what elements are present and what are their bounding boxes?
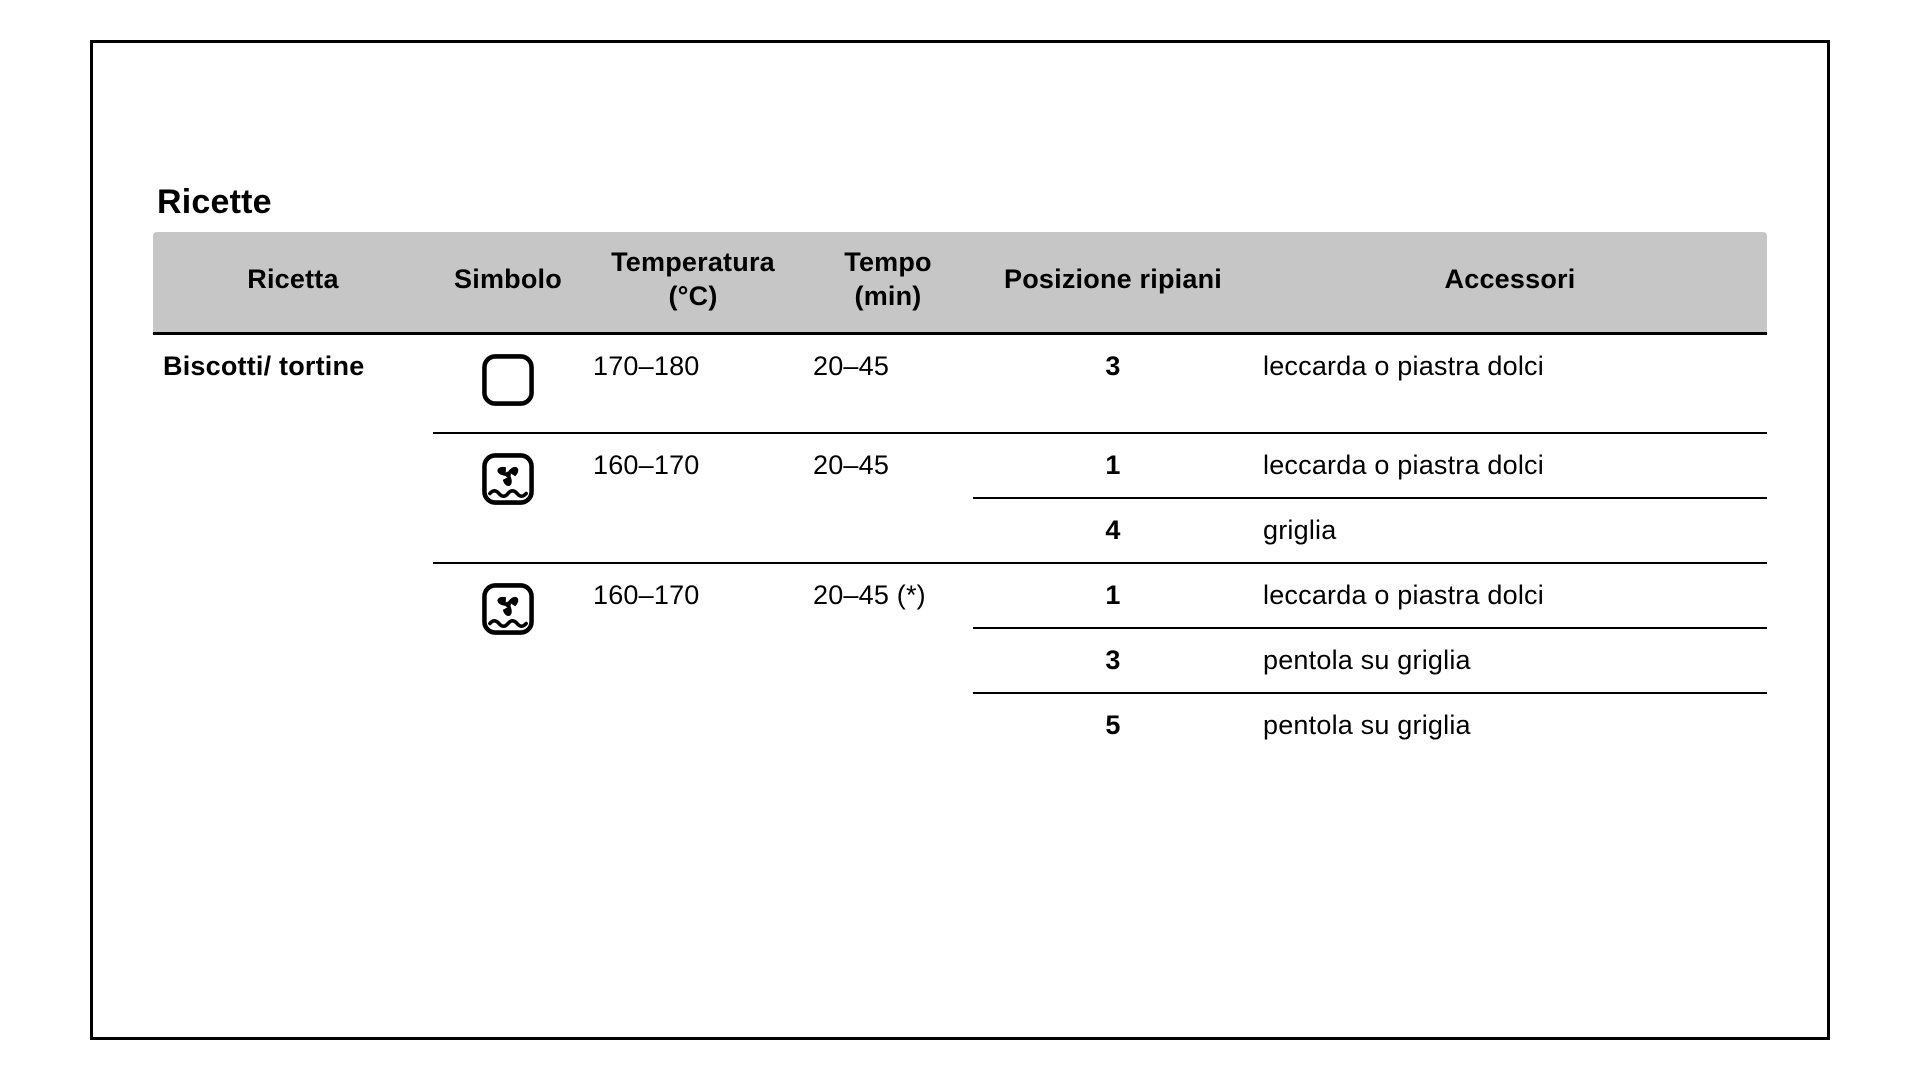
cell-temperature: 160–170 — [583, 433, 803, 563]
cell-temperature: 170–180 — [583, 333, 803, 433]
cell-position: 1 — [973, 433, 1253, 498]
cell-accessory: leccarda o piastra dolci — [1253, 433, 1767, 498]
cell-position: 5 — [973, 693, 1253, 757]
recipe-table: Ricetta Simbolo Temperatura (°C) Tempo (… — [153, 232, 1767, 757]
cell-time: 20–45 — [803, 333, 973, 433]
cell-position: 3 — [973, 333, 1253, 433]
cell-recipe-name: Biscotti/ tortine — [153, 333, 433, 757]
cell-time: 20–45 — [803, 433, 973, 563]
cell-position: 1 — [973, 563, 1253, 628]
fan-bottom-heat-icon — [479, 580, 537, 638]
table-header: Ricetta Simbolo Temperatura (°C) Tempo (… — [153, 232, 1767, 333]
col-posizione: Posizione ripiani — [973, 232, 1253, 333]
cell-time: 20–45 (*) — [803, 563, 973, 757]
cell-accessory: pentola su griglia — [1253, 628, 1767, 693]
cell-symbol — [433, 433, 583, 563]
cell-accessory: pentola su griglia — [1253, 693, 1767, 757]
cell-position: 4 — [973, 498, 1253, 563]
cell-symbol — [433, 563, 583, 757]
cell-temperature: 160–170 — [583, 563, 803, 757]
cell-accessory: griglia — [1253, 498, 1767, 563]
fan-bottom-heat-icon — [479, 450, 537, 508]
section-title: Ricette — [153, 183, 1767, 222]
col-temperatura: Temperatura (°C) — [583, 232, 803, 333]
cell-accessory: leccarda o piastra dolci — [1253, 333, 1767, 433]
col-tempo: Tempo (min) — [803, 232, 973, 333]
cell-position: 3 — [973, 628, 1253, 693]
page-frame: Ricette Ricetta Simbolo Temperatura (°C)… — [90, 40, 1830, 1040]
col-ricetta: Ricetta — [153, 232, 433, 333]
table-row: Biscotti/ tortine 170–180 20–45 3 leccar… — [153, 333, 1767, 433]
cell-symbol — [433, 333, 583, 433]
conventional-oven-icon — [479, 351, 537, 409]
col-accessori: Accessori — [1253, 232, 1767, 333]
col-simbolo: Simbolo — [433, 232, 583, 333]
cell-accessory: leccarda o piastra dolci — [1253, 563, 1767, 628]
